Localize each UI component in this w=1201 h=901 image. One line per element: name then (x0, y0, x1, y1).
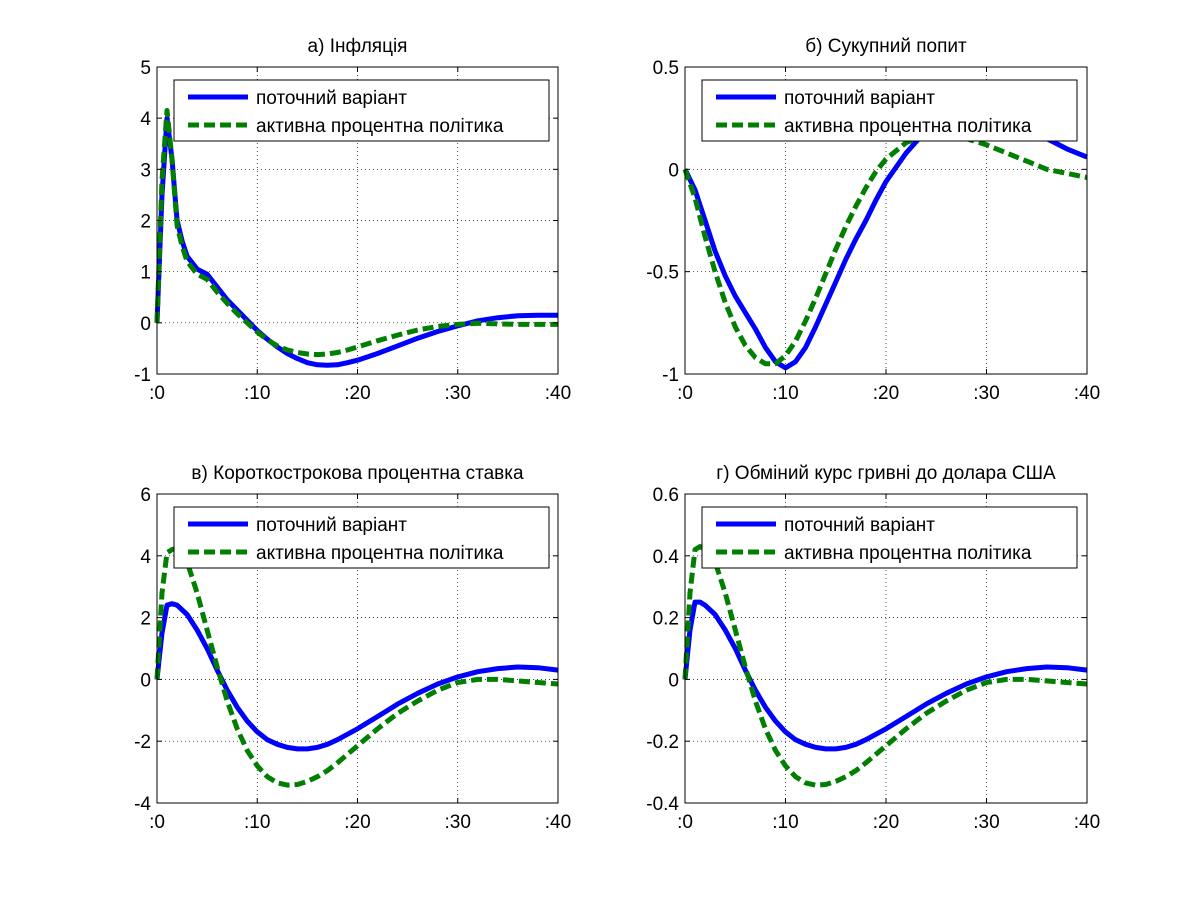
y-tick-label: 0.6 (653, 485, 679, 506)
x-tick-label: :40 (1074, 812, 1100, 833)
x-tick-label: :30 (445, 812, 471, 833)
x-tick-label: :30 (973, 812, 999, 833)
legend-label-active: активна процентна політика (256, 116, 504, 137)
y-tick-label: 0 (140, 314, 151, 335)
series-line-current (154, 601, 559, 752)
series-line-active (682, 132, 1088, 367)
x-tick-label: :10 (244, 383, 270, 404)
legend-label-active: активна процентна політика (256, 543, 504, 564)
y-tick-label: -0.4 (646, 794, 679, 815)
x-tick-label: :40 (545, 812, 571, 833)
y-tick-label: 4 (140, 547, 151, 568)
y-tick-label: -0.5 (646, 263, 679, 284)
y-tick-label: 0.5 (653, 58, 679, 79)
y-tick-label: -2 (134, 732, 151, 753)
y-tick-label: 3 (140, 160, 151, 181)
x-tick-label: :0 (149, 812, 165, 833)
y-tick-label: -4 (134, 794, 151, 815)
x-tick-label: :40 (545, 383, 571, 404)
y-tick-label: -1 (662, 365, 679, 386)
legend-label-current: поточний варіант (784, 515, 935, 536)
legend-box (701, 506, 1078, 569)
y-tick-label: 0.2 (653, 609, 679, 630)
x-tick-label: :20 (344, 812, 370, 833)
legend-box (173, 506, 550, 569)
x-tick-label: :0 (149, 383, 165, 404)
y-tick-label: 0 (140, 670, 151, 691)
legend-label-active: активна процентна політика (784, 116, 1032, 137)
y-tick-label: 0 (668, 160, 679, 181)
chart-panel-b: :0 :10 :20 :30 :40 -1 -0.5 0 0.5 б) Сукупний попи… (646, 36, 1100, 404)
legend-label-current: поточний варіант (784, 88, 935, 109)
x-tick-label: :0 (677, 383, 693, 404)
x-tick-label: :10 (244, 812, 270, 833)
legend-label-current: поточний варіант (256, 515, 407, 536)
chart-panel-d: :0 :10 :20 :30 :40 -0.4 -0.2 0 0.2 0.4 0.6 г) Обмін… (646, 463, 1100, 833)
y-tick-label: 1 (140, 263, 151, 284)
x-tick-label: :30 (973, 383, 999, 404)
y-tick-label: -0.2 (646, 732, 679, 753)
x-tick-label: :40 (1074, 383, 1100, 404)
legend: поточний варіант активна процентна політи… (701, 506, 1078, 569)
series-line-active (154, 108, 558, 358)
chart-panel-c: :0 :10 :20 :30 :40 -4 -2 0 2 4 6 в) Короткострокова… (134, 463, 571, 833)
y-tick-label: 6 (140, 485, 151, 506)
legend: поточний варіант активна процентна політи… (173, 506, 550, 569)
series-line-current (682, 599, 1088, 752)
legend: поточний варіант активна процентна політи… (701, 79, 1078, 142)
y-tick-label: 5 (140, 58, 151, 79)
legend: поточний варіант активна процентна політи… (173, 79, 550, 142)
chart-title: а) Інфляція (308, 36, 408, 57)
x-tick-label: :20 (873, 812, 899, 833)
y-tick-label: 0 (668, 670, 679, 691)
x-tick-label: :20 (873, 383, 899, 404)
x-tick-label: :10 (772, 383, 798, 404)
legend-box (173, 79, 550, 142)
legend-label-active: активна процентна політика (784, 543, 1032, 564)
legend-box (701, 79, 1078, 142)
x-tick-label: :30 (445, 383, 471, 404)
x-tick-label: :0 (677, 812, 693, 833)
chart-panel-a: :0 :10 :20 :30 :40 -1 0 1 2 3 4 5 а) Інфляція поточни… (134, 36, 571, 404)
chart-title: б) Сукупний попит (805, 36, 967, 57)
y-tick-label: 4 (140, 109, 151, 130)
legend-label-current: поточний варіант (256, 88, 407, 109)
y-tick-label: 2 (140, 212, 151, 233)
chart-title: г) Обміний курс гривні до долара США (716, 463, 1056, 484)
x-tick-label: :20 (344, 383, 370, 404)
x-tick-label: :10 (772, 812, 798, 833)
y-tick-label: -1 (134, 365, 151, 386)
y-tick-label: 0.4 (653, 547, 680, 568)
y-tick-label: 2 (140, 609, 151, 630)
chart-title: в) Короткострокова процентна ставка (191, 463, 524, 484)
